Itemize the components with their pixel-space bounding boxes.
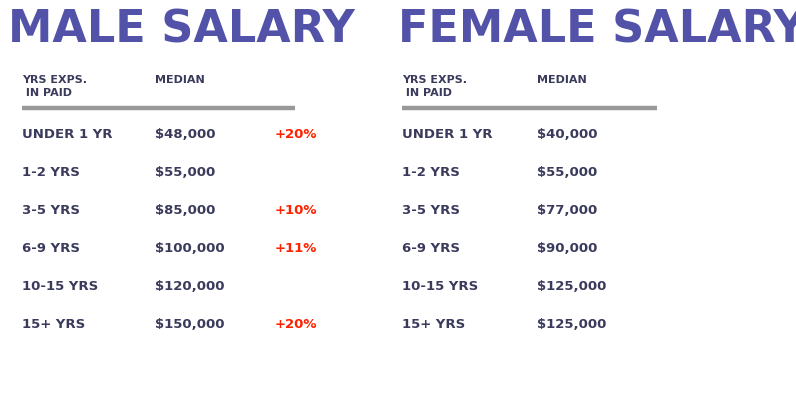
Text: $85,000: $85,000 [155,204,216,217]
Text: $55,000: $55,000 [537,166,597,179]
Text: +20%: +20% [275,318,318,331]
Text: MEDIAN: MEDIAN [155,75,205,85]
Text: 1-2 YRS: 1-2 YRS [402,166,460,179]
Text: $125,000: $125,000 [537,280,607,293]
Text: $48,000: $48,000 [155,128,216,141]
Text: 3-5 YRS: 3-5 YRS [22,204,80,217]
Text: UNDER 1 YR: UNDER 1 YR [22,128,112,141]
Text: $77,000: $77,000 [537,204,597,217]
Text: MALE SALARY: MALE SALARY [8,8,355,51]
Text: 10-15 YRS: 10-15 YRS [22,280,98,293]
Text: 3-5 YRS: 3-5 YRS [402,204,460,217]
Text: 6-9 YRS: 6-9 YRS [22,242,80,255]
Text: FEMALE SALARY: FEMALE SALARY [398,8,796,51]
Text: +11%: +11% [275,242,318,255]
Text: 1-2 YRS: 1-2 YRS [22,166,80,179]
Text: $90,000: $90,000 [537,242,597,255]
Text: +20%: +20% [275,128,318,141]
Text: 15+ YRS: 15+ YRS [22,318,85,331]
Text: $150,000: $150,000 [155,318,224,331]
Text: 10-15 YRS: 10-15 YRS [402,280,478,293]
Text: 6-9 YRS: 6-9 YRS [402,242,460,255]
Text: MEDIAN: MEDIAN [537,75,587,85]
Text: +10%: +10% [275,204,318,217]
Text: YRS EXPS.
 IN PAID: YRS EXPS. IN PAID [402,75,467,98]
Text: YRS EXPS.
 IN PAID: YRS EXPS. IN PAID [22,75,87,98]
Text: $55,000: $55,000 [155,166,215,179]
Text: $100,000: $100,000 [155,242,224,255]
Text: $40,000: $40,000 [537,128,598,141]
Text: $125,000: $125,000 [537,318,607,331]
Text: 15+ YRS: 15+ YRS [402,318,465,331]
Text: UNDER 1 YR: UNDER 1 YR [402,128,493,141]
Text: $120,000: $120,000 [155,280,224,293]
